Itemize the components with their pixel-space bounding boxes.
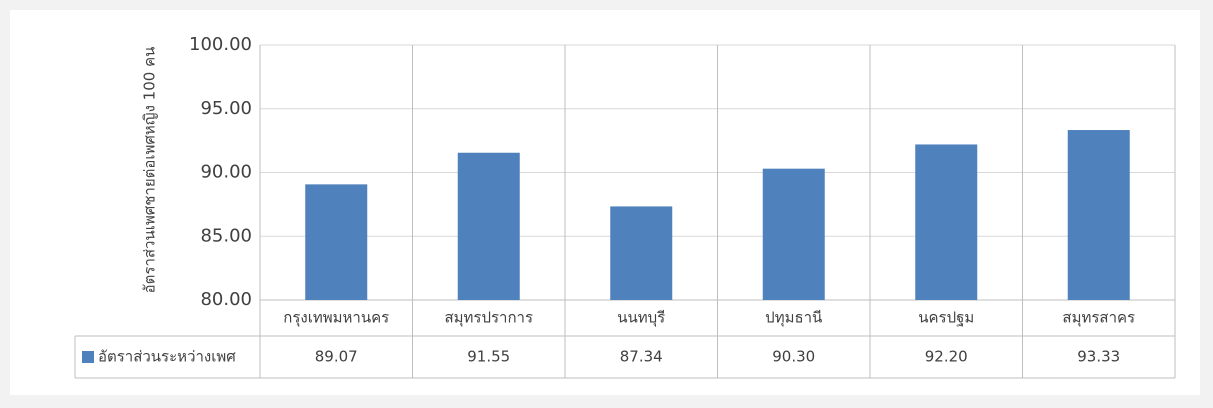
y-tick-label: 80.00 — [200, 289, 252, 310]
x-tick-label: นนทบุรี — [617, 309, 665, 328]
data-table-value: 93.33 — [1077, 348, 1120, 366]
bar — [762, 168, 825, 300]
y-tick-label: 100.00 — [189, 34, 252, 55]
x-tick-label: กรุงเทพมหานคร — [283, 309, 389, 328]
x-tick-label: สมุทรปราการ — [444, 309, 533, 328]
x-tick-label: ปทุมธานี — [765, 309, 822, 328]
data-table-value: 90.30 — [772, 348, 815, 366]
legend-label: อัตราส่วนระหว่างเพศ — [98, 348, 236, 366]
x-tick-label: สมุทรสาคร — [1062, 309, 1135, 328]
bar — [305, 184, 368, 300]
data-table-value: 91.55 — [467, 348, 510, 366]
y-tick-label: 90.00 — [200, 162, 252, 183]
x-tick-label: นครปฐม — [918, 309, 974, 327]
bar — [915, 144, 978, 300]
bar — [1067, 130, 1130, 300]
bar — [610, 206, 673, 300]
data-table-value: 92.20 — [925, 348, 968, 366]
data-table-value: 89.07 — [315, 348, 358, 366]
y-tick-label: 95.00 — [200, 98, 252, 119]
y-tick-label: 85.00 — [200, 225, 252, 246]
legend-swatch — [82, 351, 94, 363]
data-table-value: 87.34 — [620, 348, 663, 366]
bar — [457, 152, 520, 300]
y-axis-label: อัตราส่วนเพศชายต่อเพศหญิง 100 คน — [141, 47, 159, 294]
panel — [10, 10, 1200, 395]
